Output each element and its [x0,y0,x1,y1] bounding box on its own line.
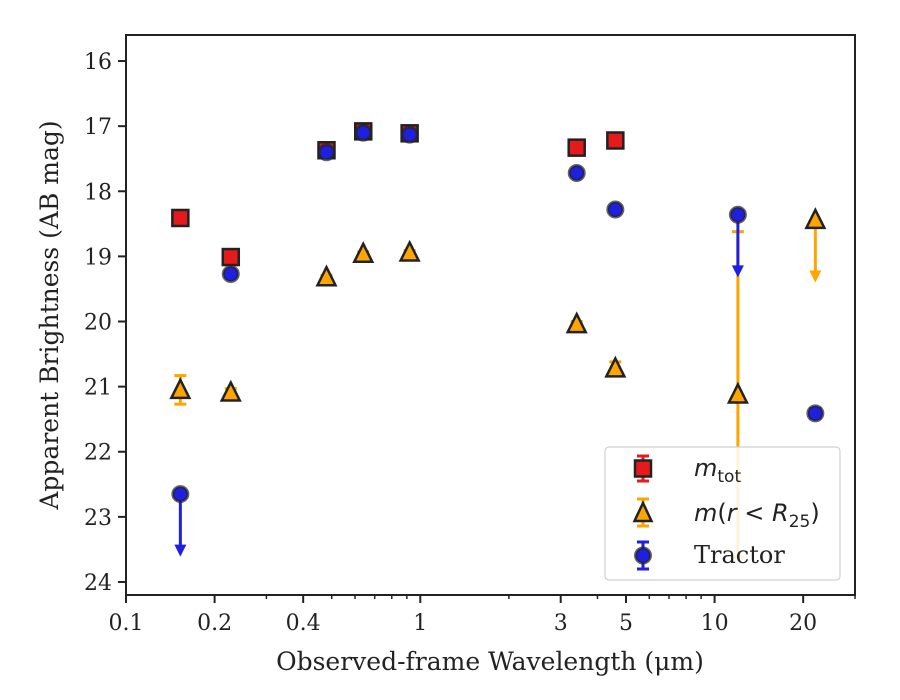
upper-limit-arrow-head [731,265,744,278]
data-point-tractor [221,264,240,283]
legend-entry-tractor: Tractor [634,540,785,571]
y-tick-label: 19 [84,245,112,270]
x-tick-label: 0.1 [109,611,144,636]
data-point-tractor [400,125,419,144]
data-point-m-r25 [398,239,421,262]
plot-area [169,122,827,559]
data-point-mtot [567,138,586,157]
data-point-tractor [317,143,336,162]
x-axis-label: Observed-frame Wavelength (μm) [276,647,704,676]
data-point-m-r25 [219,379,242,402]
legend-label-tractor: Tractor [694,541,785,569]
data-point-m-r25 [352,240,375,264]
data-point-mtot [221,247,241,267]
data-point-m-r25 [565,311,588,334]
x-tick-label: 20 [789,611,817,636]
data-point-tractor [354,123,373,142]
axes: 16 17 18 19 20 21 22 23 24 0.1 0.2 0.4 1 3 5 10 20 [84,34,856,636]
y-tick-label: 16 [84,50,112,75]
data-point-m-r25 [726,381,749,404]
legend-frame [604,446,841,581]
x-tick-label: 5 [619,611,633,636]
data-point-tractor [606,200,625,219]
data-point-mtot [606,131,625,150]
x-tick-label: 3 [554,611,568,636]
plot-frame [125,34,856,596]
y-tick-label: 24 [84,571,112,596]
x-tick-label: 0.2 [197,611,232,636]
y-tick-label: 18 [84,180,112,205]
data-point-tractor [567,164,586,183]
x-tick-label: 10 [701,611,729,636]
upper-limit-arrow-head [174,544,187,557]
data-point-mtot [171,208,190,228]
y-tick-label: 22 [84,441,112,466]
data-point-m-r25 [315,264,338,287]
data-point-tractor [728,205,747,224]
y-axis-label: Apparent Brightness (AB mag) [35,120,64,510]
x-tick-label: 0.4 [286,611,321,636]
legend-label-m-r25: m(r < R25) [694,499,820,532]
data-point-m-r25 [169,377,192,400]
legend: mtot m(r < R25) Tractor [604,446,841,581]
y-tick-label: 17 [84,115,112,140]
data-point-m-r25 [804,207,827,230]
upper-limit-arrow-head [809,270,822,283]
data-point-tractor [171,485,190,504]
y-tick-label: 21 [84,376,112,401]
y-tick-label: 20 [84,311,112,336]
data-point-tractor [806,404,825,423]
data-point-m-r25 [604,355,627,378]
legend-entry-m-r25: m(r < R25) [632,497,820,532]
y-tick-label: 23 [84,506,112,531]
x-tick-label: 1 [413,611,427,636]
